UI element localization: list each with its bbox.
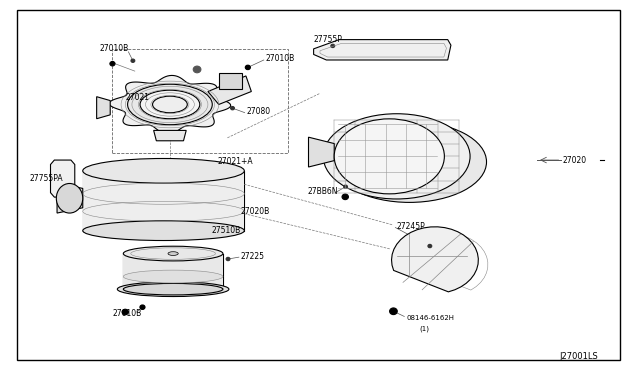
Ellipse shape bbox=[122, 309, 129, 315]
Text: 08146-6162H: 08146-6162H bbox=[406, 315, 454, 321]
Ellipse shape bbox=[342, 194, 348, 200]
Polygon shape bbox=[208, 76, 252, 105]
Text: 27010B: 27010B bbox=[266, 54, 295, 62]
Text: 27010B: 27010B bbox=[100, 44, 129, 53]
Text: 27021: 27021 bbox=[125, 93, 149, 102]
Ellipse shape bbox=[331, 44, 335, 48]
Ellipse shape bbox=[110, 61, 115, 66]
Ellipse shape bbox=[227, 206, 231, 210]
Text: 27510B: 27510B bbox=[211, 226, 241, 235]
Ellipse shape bbox=[124, 270, 223, 283]
Polygon shape bbox=[57, 183, 83, 213]
Ellipse shape bbox=[131, 59, 135, 62]
Text: 27225: 27225 bbox=[240, 252, 264, 261]
Polygon shape bbox=[109, 76, 230, 134]
Text: 27010B: 27010B bbox=[113, 310, 141, 318]
Ellipse shape bbox=[117, 282, 229, 296]
Ellipse shape bbox=[193, 66, 201, 73]
Ellipse shape bbox=[230, 106, 234, 110]
Ellipse shape bbox=[334, 119, 444, 194]
Polygon shape bbox=[392, 227, 478, 292]
Ellipse shape bbox=[332, 121, 486, 202]
Polygon shape bbox=[314, 39, 451, 60]
Polygon shape bbox=[308, 137, 334, 167]
Ellipse shape bbox=[245, 65, 250, 70]
Text: 27755P: 27755P bbox=[314, 35, 342, 44]
Ellipse shape bbox=[83, 221, 244, 241]
Ellipse shape bbox=[246, 66, 250, 69]
Ellipse shape bbox=[58, 178, 61, 182]
Text: J27001LS: J27001LS bbox=[559, 352, 598, 361]
Polygon shape bbox=[124, 254, 223, 289]
Text: 27021+A: 27021+A bbox=[218, 157, 253, 166]
Ellipse shape bbox=[195, 165, 199, 168]
Ellipse shape bbox=[428, 244, 432, 248]
Text: 27245P: 27245P bbox=[397, 222, 426, 231]
Ellipse shape bbox=[152, 96, 188, 113]
Ellipse shape bbox=[56, 183, 83, 213]
Ellipse shape bbox=[140, 90, 200, 119]
Ellipse shape bbox=[83, 158, 244, 183]
Ellipse shape bbox=[127, 84, 212, 125]
Text: 27020B: 27020B bbox=[240, 208, 269, 217]
Bar bbox=[219, 73, 241, 89]
Ellipse shape bbox=[225, 205, 230, 210]
Ellipse shape bbox=[124, 246, 223, 261]
Polygon shape bbox=[83, 171, 244, 231]
Ellipse shape bbox=[168, 252, 178, 256]
Text: (1): (1) bbox=[419, 326, 429, 332]
Ellipse shape bbox=[140, 305, 145, 310]
Ellipse shape bbox=[198, 226, 202, 229]
Polygon shape bbox=[51, 160, 75, 197]
Ellipse shape bbox=[226, 257, 230, 261]
Polygon shape bbox=[97, 97, 110, 119]
Ellipse shape bbox=[344, 185, 348, 188]
Polygon shape bbox=[154, 131, 186, 141]
Ellipse shape bbox=[390, 308, 397, 315]
Text: 27080: 27080 bbox=[246, 108, 271, 116]
Text: 27BB6N: 27BB6N bbox=[307, 187, 338, 196]
Ellipse shape bbox=[124, 283, 223, 295]
Text: 27020: 27020 bbox=[563, 155, 587, 164]
Ellipse shape bbox=[157, 100, 161, 103]
Ellipse shape bbox=[323, 114, 470, 199]
Text: 27755PA: 27755PA bbox=[29, 174, 63, 183]
Ellipse shape bbox=[141, 305, 145, 309]
